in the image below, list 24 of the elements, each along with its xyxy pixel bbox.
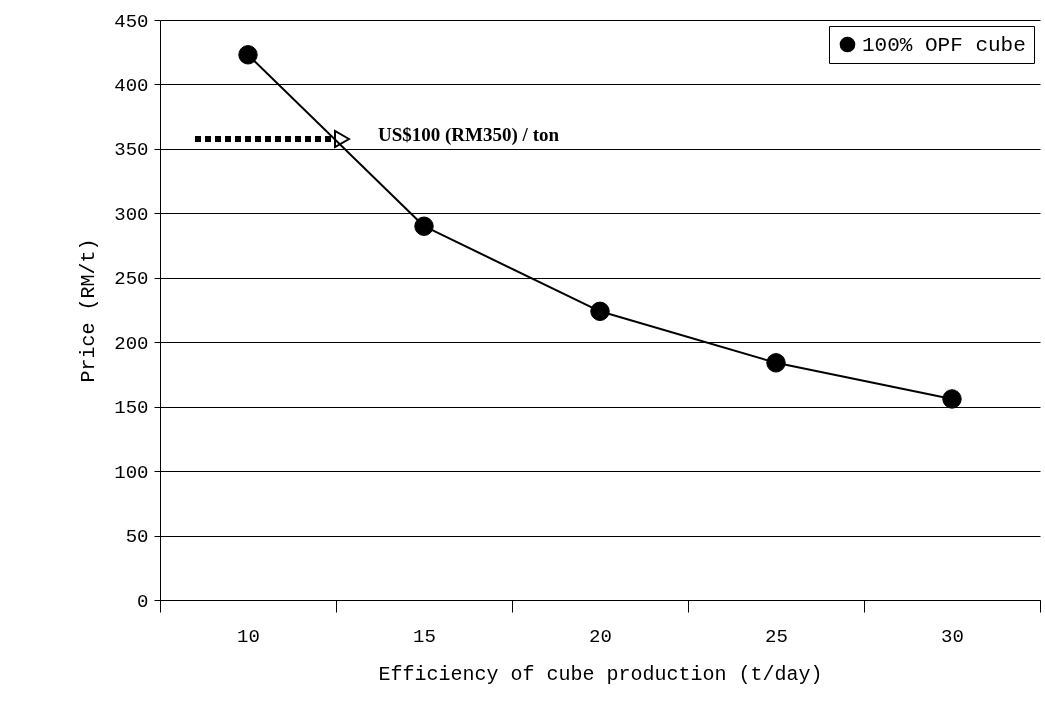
x-tick-label: 25 (765, 625, 788, 648)
point (942, 389, 962, 409)
y-tick-label: 300 (114, 203, 149, 226)
y-tick-label: 100 (114, 461, 149, 484)
y-tick-label: 0 (137, 590, 149, 613)
y-tick-label: 450 (114, 10, 149, 33)
x-tick-label: 30 (941, 625, 964, 648)
y-tick-label: 200 (114, 332, 149, 355)
x-tick-label: 15 (413, 625, 436, 648)
y-tick-label: 400 (114, 74, 149, 97)
point (590, 301, 610, 321)
y-tick-label: 50 (125, 526, 149, 549)
point (414, 216, 434, 236)
x-tick-label: 20 (589, 625, 612, 648)
x-tick-label: 10 (237, 625, 260, 648)
y-tick-label: 350 (114, 139, 149, 162)
point (766, 353, 786, 373)
annotation: US$100 (RM350) / ton (378, 124, 560, 146)
x-axis-title: Efficiency of cube production (t/day) (378, 662, 823, 686)
y-axis-title: Price (RM/t) (77, 238, 101, 383)
y-tick-label: 250 (114, 268, 149, 291)
y-tick-label: 150 (114, 397, 149, 420)
point (238, 45, 258, 65)
legend-label: 100% OPF cube (862, 33, 1026, 57)
